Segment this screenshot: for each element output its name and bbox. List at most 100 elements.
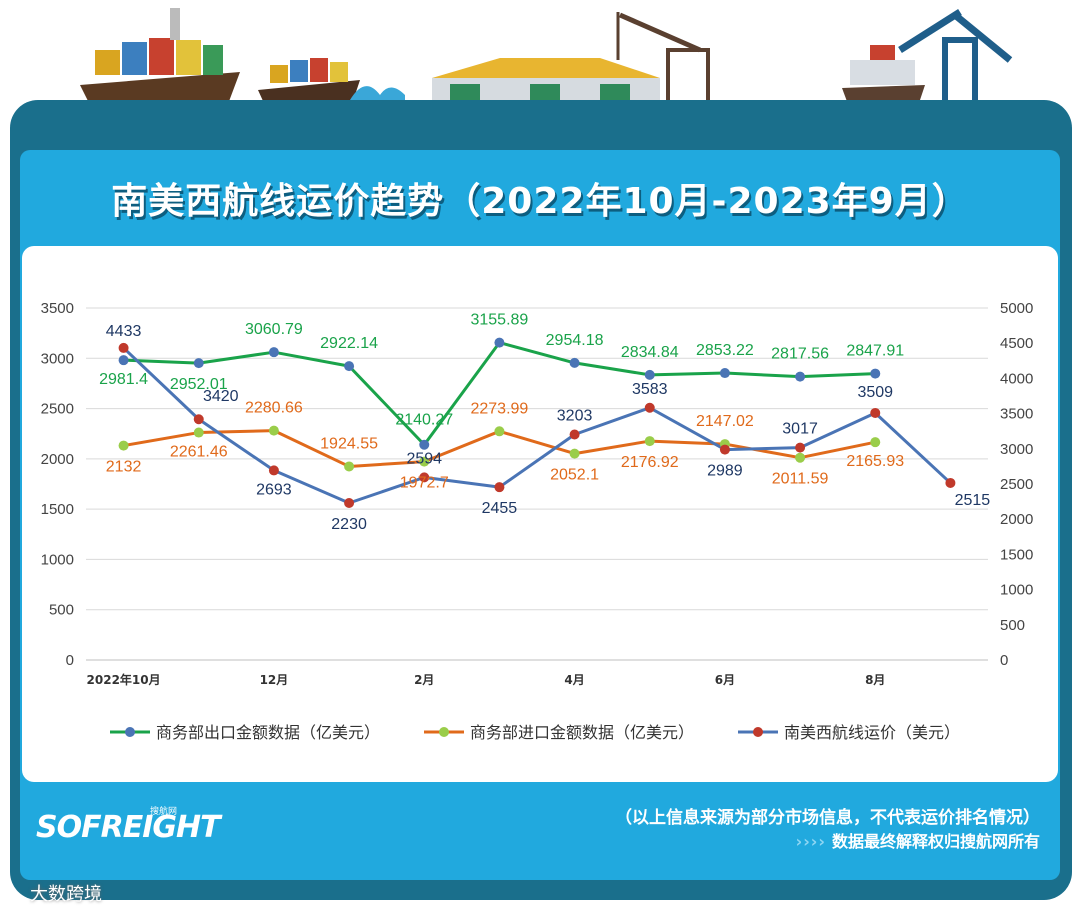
y-right-tick-label: 500	[1000, 617, 1025, 634]
chart-legend: 商务部出口金额数据（亿美元） 商务部进口金额数据（亿美元） 南美西航线运价（美元）	[110, 723, 960, 742]
data-point	[569, 448, 580, 459]
data-label: 3420	[203, 388, 239, 405]
legend-marker	[753, 727, 763, 737]
data-label: 2176.92	[621, 454, 679, 471]
legend-label: 南美西航线运价（美元）	[784, 723, 960, 742]
y-left-tick-label: 3000	[41, 350, 74, 367]
data-point	[569, 429, 580, 440]
data-point	[870, 407, 881, 418]
data-point	[719, 368, 730, 379]
data-label: 2834.84	[621, 344, 679, 361]
data-label: 2952.01	[170, 376, 228, 393]
x-tick-label: 2022年10月	[87, 672, 161, 687]
y-left-tick-label: 2000	[41, 451, 74, 468]
data-point	[268, 465, 279, 476]
y-left-tick-label: 3500	[41, 300, 74, 317]
y-right-tick-label: 2000	[1000, 511, 1033, 528]
y-left-tick-label: 0	[66, 652, 74, 669]
legend-label: 商务部进口金额数据（亿美元）	[470, 723, 694, 742]
chart-card	[22, 246, 1058, 782]
y-right-tick-label: 0	[1000, 652, 1008, 669]
brand-logo: SOFREIGHT	[36, 810, 221, 845]
y-right-tick-label: 5000	[1000, 300, 1033, 317]
x-tick-label: 4月	[564, 673, 584, 687]
data-point	[118, 440, 129, 451]
data-label: 2455	[482, 500, 518, 517]
data-point	[795, 371, 806, 382]
data-point	[344, 361, 355, 372]
data-label: 3017	[782, 421, 818, 438]
y-left-tick-label: 1000	[41, 551, 74, 568]
data-point	[419, 439, 430, 450]
x-tick-label: 6月	[715, 673, 735, 687]
data-point	[569, 357, 580, 368]
data-label: 3203	[557, 408, 593, 425]
y-axis-right: 0 500 1000 1500 2000 2500 3000 3500 4000 4500 5000	[1000, 300, 1033, 669]
y-right-tick-label: 4500	[1000, 335, 1033, 352]
y-right-tick-label: 4000	[1000, 370, 1033, 387]
y-right-tick-label: 3000	[1000, 441, 1033, 458]
data-label: 2261.46	[170, 444, 228, 461]
x-axis: 2022年10月 12月 2月 4月 6月 8月	[86, 659, 988, 687]
legend-marker	[439, 727, 449, 737]
data-label: 1924.55	[320, 435, 378, 452]
data-point	[644, 369, 655, 380]
data-point	[795, 452, 806, 463]
data-label: 2132	[106, 459, 142, 476]
data-label: 2273.99	[470, 400, 528, 417]
warehouse-icon	[432, 58, 660, 102]
y-axis-left: 0 500 1000 1500 2000 2500 3000 3500	[41, 300, 74, 669]
data-label: 2981.4	[99, 371, 148, 388]
y-right-tick-label: 3500	[1000, 406, 1033, 423]
disclaimer-note: （以上信息来源为部分市场信息，不代表运价排名情况）	[615, 808, 1040, 828]
data-label: 2230	[331, 516, 367, 533]
data-point	[795, 442, 806, 453]
page-title: 南美西航线运价趋势（2022年10月-2023年9月）	[111, 181, 969, 222]
data-label: 2922.14	[320, 335, 378, 352]
data-labels: 2981.4 2952.01 3060.79 2922.14 2140.27 3155.8…	[99, 312, 990, 533]
legend-label: 商务部出口金额数据（亿美元）	[156, 723, 380, 742]
data-label: 2052.1	[550, 467, 599, 484]
data-label: 2817.56	[771, 346, 829, 363]
data-point	[344, 461, 355, 472]
data-point	[644, 402, 655, 413]
data-label: 3060.79	[245, 321, 303, 338]
data-label: 2280.66	[245, 400, 303, 417]
data-point	[494, 482, 505, 493]
data-label: 2011.59	[772, 471, 829, 488]
y-right-tick-label: 2500	[1000, 476, 1033, 493]
data-label: 2515	[955, 492, 991, 509]
brand-logo-sub: 搜航网	[150, 807, 178, 817]
data-point	[494, 337, 505, 348]
chevrons-icon: ››››	[795, 832, 826, 851]
data-point	[268, 347, 279, 358]
data-label: 2693	[256, 481, 292, 498]
x-tick-label: 8月	[865, 673, 885, 687]
line-chart: 0 500 1000 1500 2000 2500 3000 3500 0 500 1000 150…	[41, 300, 1034, 742]
source-watermark: 大数跨境	[30, 884, 102, 905]
y-left-tick-label: 2500	[41, 401, 74, 418]
data-point	[344, 498, 355, 509]
data-point	[419, 472, 430, 483]
data-label: 2147.02	[696, 413, 754, 430]
data-point	[268, 425, 279, 436]
x-tick-label: 12月	[260, 673, 289, 687]
data-point	[870, 437, 881, 448]
data-label: 3583	[632, 381, 668, 398]
data-label: 2989	[707, 463, 743, 480]
y-right-tick-label: 1000	[1000, 582, 1033, 599]
y-right-tick-label: 1500	[1000, 546, 1033, 563]
data-point	[193, 358, 204, 369]
data-label: 2847.91	[846, 343, 904, 360]
rights-text: 数据最终解释权归搜航网所有	[831, 832, 1040, 851]
data-point	[494, 426, 505, 437]
data-point	[193, 414, 204, 425]
data-point	[644, 436, 655, 447]
data-point	[719, 444, 730, 455]
data-label: 2954.18	[546, 332, 604, 349]
series-line	[122, 346, 952, 505]
data-point	[419, 456, 430, 467]
x-tick-label: 2月	[414, 673, 434, 687]
data-label: 3155.89	[470, 312, 528, 329]
y-left-tick-label: 500	[49, 602, 74, 619]
